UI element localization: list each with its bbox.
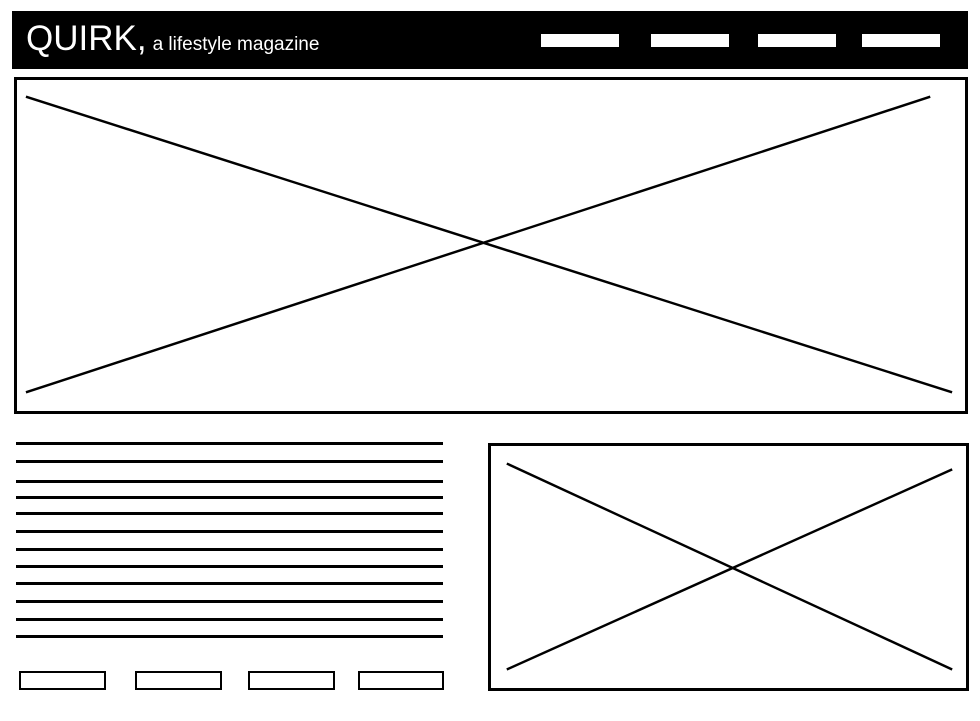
footer-button-4[interactable] — [358, 671, 444, 690]
feature-image-placeholder — [488, 443, 969, 691]
nav-link-4[interactable] — [862, 34, 940, 47]
text-line — [16, 496, 443, 499]
brand-name: QUIRK, — [26, 19, 147, 58]
footer-button-2[interactable] — [135, 671, 222, 690]
text-line — [16, 548, 443, 551]
nav-link-1[interactable] — [541, 34, 619, 47]
site-logo[interactable]: QUIRK, a lifestyle magazine — [26, 19, 319, 63]
text-line — [16, 600, 443, 603]
site-header: QUIRK, a lifestyle magazine — [12, 11, 968, 69]
footer-button-1[interactable] — [19, 671, 106, 690]
text-line — [16, 460, 443, 463]
text-line — [16, 480, 443, 483]
crossed-box-icon — [25, 95, 953, 394]
text-line — [16, 512, 443, 515]
text-line — [16, 530, 443, 533]
nav-link-2[interactable] — [651, 34, 729, 47]
text-line — [16, 565, 443, 568]
text-line — [16, 582, 443, 585]
brand-tagline: a lifestyle magazine — [152, 34, 320, 55]
text-line — [16, 618, 443, 621]
footer-button-3[interactable] — [248, 671, 335, 690]
hero-image-placeholder — [14, 77, 968, 414]
text-line — [16, 442, 443, 445]
nav-link-3[interactable] — [758, 34, 836, 47]
text-line — [16, 635, 443, 638]
crossed-box-icon — [506, 462, 953, 671]
